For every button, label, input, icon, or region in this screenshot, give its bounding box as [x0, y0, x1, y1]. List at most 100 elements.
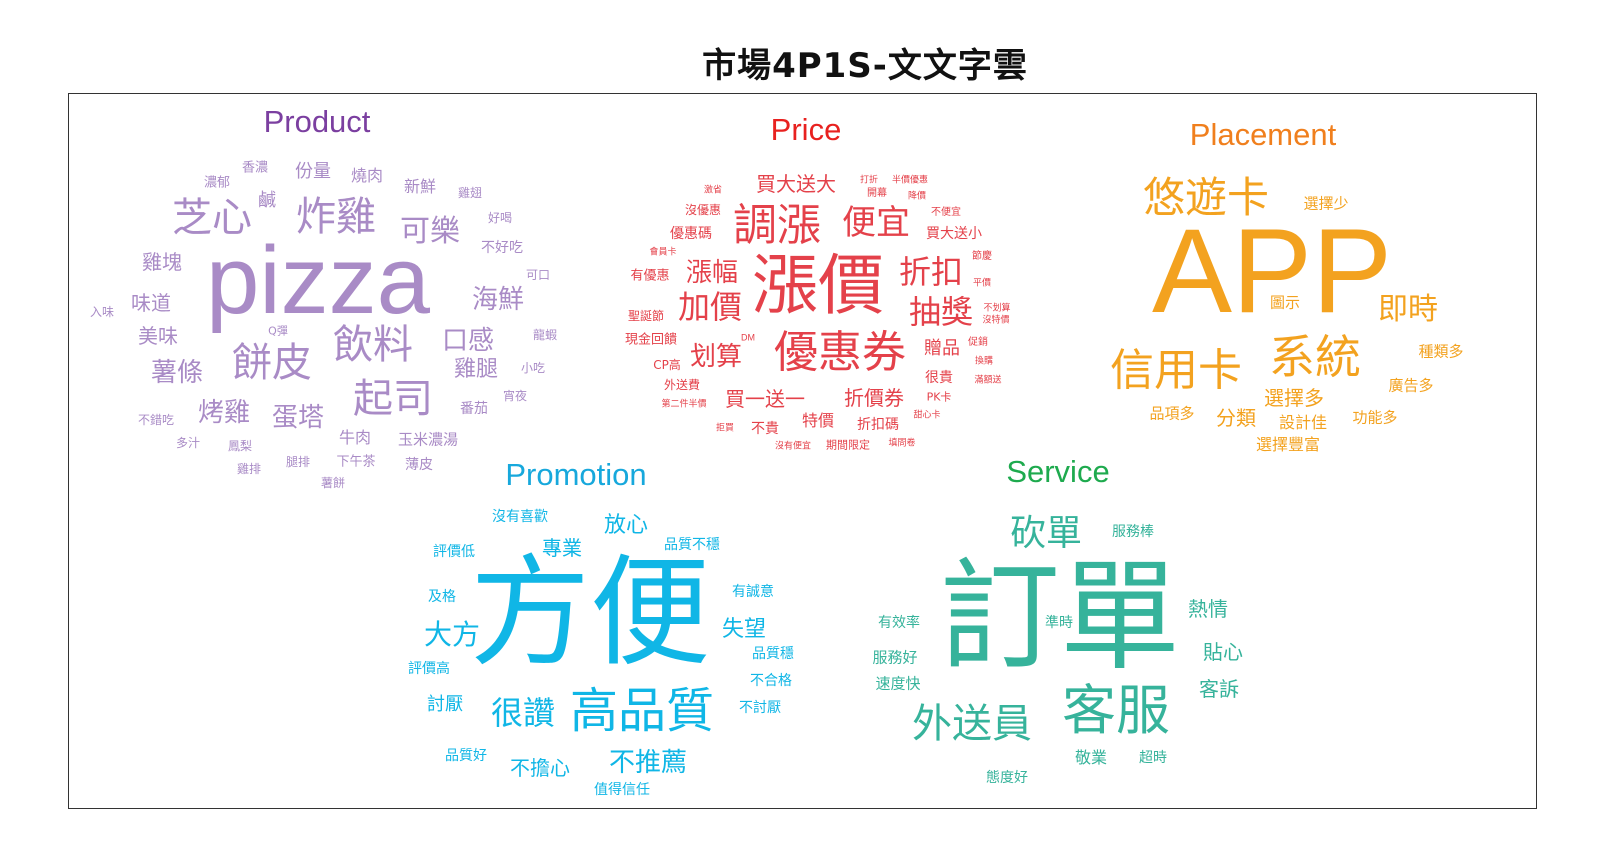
product-word: 玉米濃湯 [397, 430, 459, 449]
promotion-word: 大方 [423, 618, 481, 651]
promotion-word: 專業 [542, 536, 582, 560]
product-word: 香濃 [241, 160, 269, 176]
placement-word: 廣告多 [1388, 376, 1434, 395]
product-word: 味道 [131, 291, 171, 315]
price-word: 優惠碼 [670, 226, 712, 242]
service-word: 砍單 [1009, 513, 1083, 554]
price-word: 買大送大 [756, 172, 836, 196]
price-word: 調漲 [733, 200, 821, 251]
promotion-word: 不擔心 [510, 756, 570, 780]
placement-word: APP [1151, 204, 1393, 338]
promotion-word: 沒有喜歡 [492, 509, 548, 525]
price-word: CP高 [653, 358, 681, 372]
price-word: 折扣 [898, 253, 964, 291]
product-word: 蛋塔 [271, 403, 325, 433]
price-word: 換購 [974, 356, 994, 367]
price-word: 有優惠 [630, 268, 670, 284]
product-word: pizza [205, 227, 431, 334]
promotion-word: 討厭 [427, 694, 463, 715]
price-word: 漲幅 [685, 258, 739, 288]
price-word: 期間限定 [826, 438, 870, 452]
product-word: 雞排 [236, 462, 262, 476]
product-word: 雞腿 [453, 357, 499, 382]
service-word: 速度快 [875, 674, 921, 693]
price-word: 甜心卡 [913, 410, 941, 421]
price-word: 漲價 [752, 247, 884, 324]
product-word: 可樂 [400, 214, 460, 249]
price-word: 不貴 [751, 421, 779, 437]
promotion-word: 高品質 [569, 683, 715, 739]
promotion-word: 放心 [603, 513, 649, 538]
price-word: 不便宜 [931, 207, 961, 218]
price-word: 沒有便宜 [774, 441, 812, 452]
promotion-word: 不合格 [750, 673, 792, 689]
service-word: 態度好 [986, 770, 1028, 786]
price-word: 很貴 [925, 370, 953, 386]
product-word: 炸雞 [296, 194, 376, 240]
product-word: 腿排 [285, 455, 311, 469]
product-word: 燒肉 [350, 166, 384, 185]
product-heading: Product [263, 104, 371, 139]
price-word: 激省 [703, 185, 723, 196]
product-word: 雞翅 [457, 186, 483, 200]
product-word: 好喝 [487, 211, 513, 225]
price-word: 現金回饋 [624, 332, 678, 348]
placement-word: 種類多 [1418, 342, 1464, 361]
price-heading: Price [770, 112, 842, 147]
price-word: 買一送一 [725, 387, 805, 411]
placement-word: 選擇少 [1303, 194, 1349, 213]
promotion-word: 很讚 [490, 694, 556, 732]
product-word: 雞塊 [142, 250, 182, 274]
product-word: Q彈 [268, 324, 288, 338]
service-word: 服務好 [872, 648, 918, 667]
price-word: 填問卷 [888, 438, 916, 449]
product-word: 起司 [353, 376, 433, 422]
product-word: 牛肉 [338, 428, 372, 447]
placement-word: 功能多 [1352, 408, 1398, 427]
placement-word: 悠遊卡 [1142, 173, 1270, 222]
product-word: 飲料 [333, 322, 413, 368]
service-word: 貼心 [1203, 640, 1243, 664]
service-word: 超時 [1139, 750, 1167, 766]
price-word: 沒優惠 [684, 203, 722, 217]
promotion-word: 有誠意 [732, 584, 774, 600]
product-word: 不好吃 [481, 240, 523, 256]
page-title: 市場4P1S-文文字雲 [702, 46, 1028, 86]
product-word: 多汁 [175, 436, 201, 450]
price-word: 划算 [689, 342, 743, 372]
promotion-word: 值得信任 [594, 782, 650, 798]
product-word: 餅皮 [232, 340, 312, 386]
placement-word: 設計佳 [1278, 413, 1328, 432]
product-word: 番茄 [460, 401, 488, 417]
product-word: 小吃 [520, 361, 546, 375]
price-word: 降價 [907, 191, 927, 202]
price-word: 滿額送 [974, 375, 1002, 386]
promotion-word: 不討厭 [739, 700, 781, 716]
price-word: 不划算 [983, 303, 1011, 314]
service-word: 訂單 [940, 548, 1180, 687]
product-word: 鹹 [258, 190, 276, 211]
promotion-word: 評價高 [408, 661, 450, 677]
service-word: 服務棒 [1112, 524, 1154, 540]
promotion-heading: Promotion [505, 457, 647, 492]
price-word: 優惠券 [774, 327, 906, 378]
product-word: 口感 [441, 326, 495, 356]
price-word: 折價券 [844, 386, 904, 410]
price-word: 贈品 [924, 338, 960, 359]
product-word: 烤雞 [197, 398, 251, 428]
price-word: 買大送小 [926, 226, 982, 242]
service-word: 敬業 [1074, 748, 1108, 767]
promotion-word: 及格 [428, 589, 456, 605]
product-word: 芝心 [172, 195, 252, 241]
promotion-word: 品質穩 [752, 646, 794, 662]
price-word: 特價 [801, 411, 835, 430]
price-word: 沒特價 [982, 315, 1010, 326]
product-word: 薄皮 [405, 457, 433, 473]
placement-word: 分類 [1216, 406, 1256, 430]
price-word: 折扣碼 [857, 417, 899, 433]
product-word: 宵夜 [502, 389, 528, 403]
promotion-word: 方便 [470, 544, 710, 683]
promotion-word: 品質不穩 [664, 537, 720, 553]
service-word: 客服 [1062, 679, 1170, 742]
price-word: 平價 [972, 278, 992, 289]
